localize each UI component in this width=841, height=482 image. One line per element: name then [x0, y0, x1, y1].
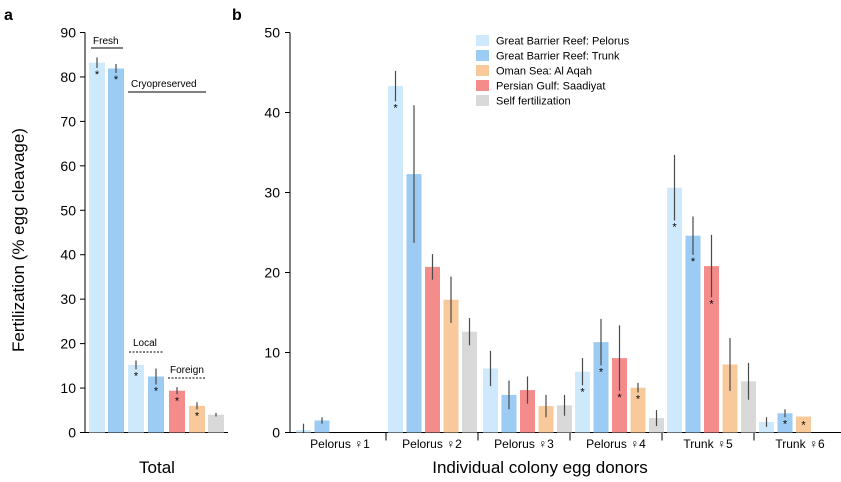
panel-b-bar: [593, 342, 609, 433]
panel-a-y-tick-label: 30: [60, 291, 76, 307]
panel-b-label: b: [232, 7, 242, 24]
panel-a-y-tick-label: 60: [60, 158, 76, 174]
panel-a-ylabel: Fertilization (% egg cleavage): [9, 128, 28, 352]
panel-b-category-label: Trunk ♀6: [775, 437, 825, 451]
panel-b-y-tick-label: 30: [264, 185, 280, 201]
legend: Great Barrier Reef: Pelorus Great Barrier…: [476, 35, 630, 108]
panel-a-y-tick-label: 40: [60, 247, 76, 263]
legend-swatch-pelorus: [476, 35, 489, 46]
panel-b-bar-significance-star: *: [599, 366, 604, 378]
panel-a-y-tick-label: 0: [68, 425, 76, 441]
cryopreserved-annotation: Cryopreserved: [131, 79, 197, 90]
legend-swatch-trunk: [476, 50, 489, 61]
panel-a-y-tick-label: 50: [60, 202, 76, 218]
legend-swatch-self: [476, 95, 489, 106]
panel-b-y-tick-label: 0: [272, 425, 280, 441]
panel-b-bar: [557, 405, 572, 433]
panel-b-y-tick-label: 10: [264, 345, 280, 361]
panel-b-bar-significance-star: *: [636, 394, 641, 406]
panel-b-category-label: Pelorus ♀2: [402, 437, 462, 451]
legend-label-alaqah: Oman Sea: Al Aqah: [496, 66, 592, 78]
legend-label-self: Self fertilization: [496, 96, 571, 108]
panel-a-bar-significance-star: *: [114, 74, 119, 86]
panel-b-bar: [759, 422, 774, 433]
panel-a-y-tick-label: 80: [60, 69, 76, 85]
panel-a-bar: [208, 414, 224, 433]
panel-b-bar: [575, 371, 590, 433]
panel-a-bar-significance-star: *: [95, 69, 100, 81]
panel-a-xlabel: Total: [139, 458, 175, 477]
panel-b-category-label: Pelorus ♀1: [310, 437, 370, 451]
panel-b-bar: [685, 235, 701, 433]
panel-b-bar: [538, 406, 554, 433]
foreign-annotation: Foreign: [170, 365, 204, 376]
panel-b-bar: [425, 266, 440, 433]
panel-b-bar-significance-star: *: [672, 222, 677, 234]
legend-swatch-saadiyat: [476, 80, 489, 91]
legend-label-saadiyat: Persian Gulf: Saadiyat: [496, 81, 605, 93]
panel-b-bar-significance-star: *: [783, 418, 788, 430]
panel-a-bar-significance-star: *: [134, 370, 139, 382]
panel-b-bar: [722, 364, 738, 433]
panel-b-bar-significance-star: *: [691, 256, 696, 268]
panel-b-bar: [796, 416, 811, 433]
panel-b-bar: [462, 331, 477, 433]
panel-b-category-label: Pelorus ♀4: [586, 437, 646, 451]
panel-b-bar: [667, 187, 682, 433]
panel-b-bar: [520, 390, 535, 433]
panel-b-bar: [406, 174, 422, 433]
local-annotation: Local: [133, 338, 157, 349]
panel-b-bar-significance-star: *: [709, 298, 714, 310]
panel-a-y-tick-label: 70: [60, 113, 76, 129]
legend-label-pelorus: Great Barrier Reef: Pelorus: [496, 36, 630, 48]
panel-a-bar-significance-star: *: [175, 395, 180, 407]
panel-b-plot: 0 10 20 30 40 50 Pelorus ♀1 * Pelorus ♀2 Pelorus …: [264, 25, 841, 451]
panel-b-bar: [630, 387, 646, 433]
panel-b-bar: [501, 394, 517, 433]
panel-b-bar-significance-star: *: [617, 392, 622, 404]
panel-a-y-tick-label: 90: [60, 25, 76, 41]
panel-b-bar: [483, 368, 498, 433]
panel-b-bar: [777, 413, 793, 433]
panel-b-bar: [612, 358, 627, 433]
panel-b-y-tick-label: 40: [264, 105, 280, 121]
panel-a-bar-significance-star: *: [154, 386, 159, 398]
panel-b-bar: [314, 420, 330, 433]
panel-a-bar: [128, 364, 144, 433]
panel-b-category-label: Pelorus ♀3: [494, 437, 554, 451]
panel-a-bar-significance-star: *: [195, 410, 200, 422]
panel-a-label: a: [4, 7, 13, 24]
panel-b-bar: [388, 86, 403, 433]
panel-b-bar-significance-star: *: [801, 420, 806, 432]
fresh-annotation: Fresh: [93, 36, 119, 47]
panel-b-y-tick-label: 50: [264, 25, 280, 41]
panel-b-xlabel: Individual colony egg donors: [432, 458, 647, 477]
panel-b-bar-significance-star: *: [393, 102, 398, 114]
panel-a-y-tick-label: 10: [60, 380, 76, 396]
panel-a-bar: [169, 390, 185, 433]
panel-b-category-label: Trunk ♀5: [683, 437, 733, 451]
legend-label-trunk: Great Barrier Reef: Trunk: [496, 51, 620, 63]
panel-b-bar-significance-star: *: [580, 386, 585, 398]
panel-b-bar: [443, 299, 459, 433]
panel-a-bar: [89, 62, 105, 433]
panel-b-bar: [741, 381, 756, 433]
panel-a-y-tick-label: 20: [60, 336, 76, 352]
panel-a-bar: [108, 68, 124, 433]
panel-a-plot: 0 10 20 30 40 50 60 70 80 90 * * * * * * Fresh Cryopreser…: [60, 25, 228, 441]
legend-swatch-alaqah: [476, 65, 489, 76]
panel-b-y-tick-label: 20: [264, 265, 280, 281]
panel-b-bar: [704, 266, 719, 433]
panel-a-bar: [189, 405, 205, 433]
panel-a-bar: [148, 376, 164, 433]
